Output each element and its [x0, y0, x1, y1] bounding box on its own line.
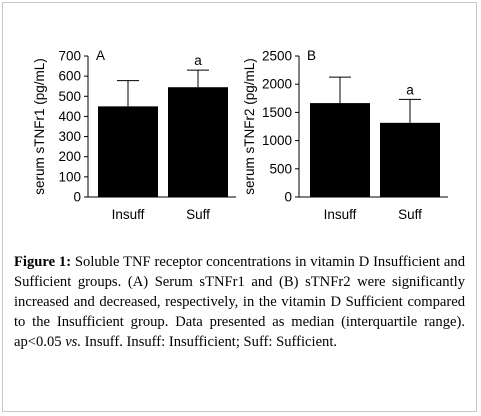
caption-text-1: Soluble TNF receptor concentrations in v… — [14, 254, 465, 350]
panel-b-significance-mark: a — [406, 82, 414, 97]
panel-a-x-tick-label: Suff — [186, 207, 210, 222]
panel-b-y-tick-label: 1500 — [262, 105, 292, 120]
panel-b-y-tick-label: 2500 — [262, 49, 292, 64]
panel-a-significance-mark: a — [194, 53, 202, 68]
panel-a-y-tick-label: 200 — [58, 149, 81, 164]
panel-a-y-tick-label: 300 — [58, 129, 81, 144]
panel-b-bar — [310, 103, 370, 197]
panel-a-y-tick-label: 600 — [58, 69, 81, 84]
panel-a-label: A — [96, 48, 105, 63]
bar-charts: 0 100 200 300 400 500 600 700 serum sTNFr1 (pg/m… — [32, 48, 448, 222]
panel-b-x-tick-label: Insuff — [324, 207, 357, 222]
panel-a-x-tick-label: Insuff — [112, 207, 145, 222]
caption-italic: vs. — [65, 334, 82, 350]
panel-a-y-axis-label: serum sTNFr1 (pg/mL) — [32, 58, 47, 195]
panel-b-bar — [380, 122, 440, 197]
panel-a-y-tick-label: 700 — [58, 49, 81, 64]
figure-caption: Figure 1: Soluble TNF receptor concentra… — [14, 252, 465, 352]
panel-a-y-tick-label: 0 — [73, 190, 81, 205]
panel-b-y-tick-label: 2000 — [262, 77, 292, 92]
panel-b-y-tick-label: 0 — [284, 190, 292, 205]
panel-b-x-tick-label: Suff — [398, 207, 422, 222]
panel-b-label: B — [307, 48, 316, 63]
caption-text-2: Insuff. Insuff: Insufficient; Suff: Suff… — [81, 334, 338, 350]
panel-a-y-tick-label: 500 — [58, 89, 81, 104]
figure-frame — [2, 2, 477, 412]
panel-a-y-tick-label: 100 — [58, 169, 81, 184]
panel-a-bar — [168, 87, 228, 197]
panel-b-y-axis-label: serum sTNFr2 (pg/mL) — [242, 58, 257, 195]
panel-a-bar — [98, 106, 158, 197]
panel-a-y-tick-label: 400 — [58, 109, 81, 124]
caption-label: Figure 1: — [14, 254, 72, 270]
panel-b-y-tick-label: 500 — [269, 161, 292, 176]
panel-b-y-tick-label: 1000 — [262, 133, 292, 148]
